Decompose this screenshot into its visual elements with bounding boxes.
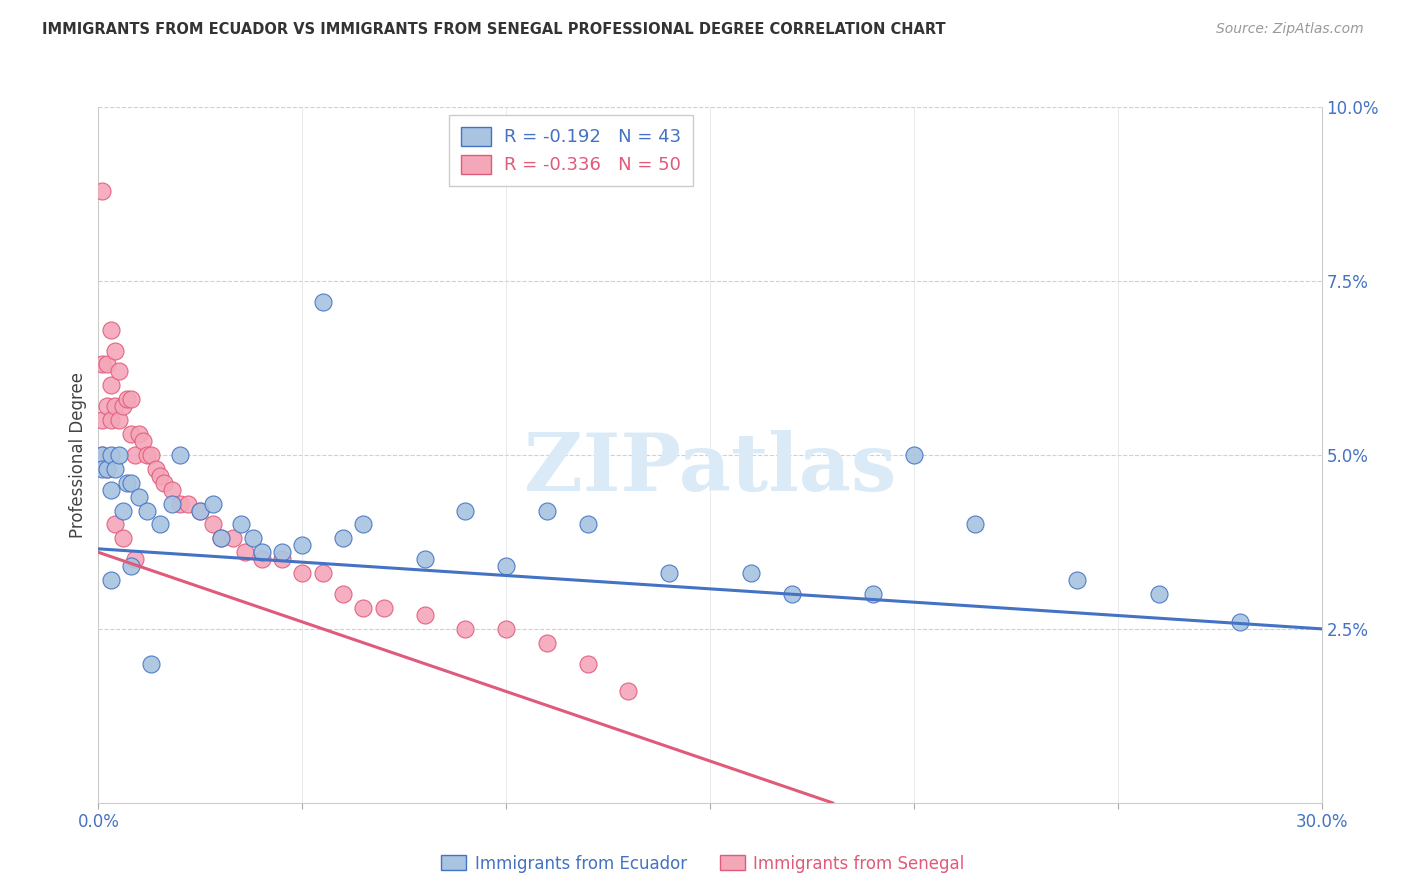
Point — [233, 545, 256, 559]
Point — [231, 517, 253, 532]
Point — [740, 566, 762, 581]
Point — [149, 517, 172, 532]
Point — [332, 587, 354, 601]
Point — [115, 475, 138, 490]
Point — [124, 552, 146, 566]
Point — [115, 392, 138, 407]
Point — [104, 462, 127, 476]
Text: IMMIGRANTS FROM ECUADOR VS IMMIGRANTS FROM SENEGAL PROFESSIONAL DEGREE CORRELATI: IMMIGRANTS FROM ECUADOR VS IMMIGRANTS FR… — [42, 22, 946, 37]
Point — [291, 538, 314, 552]
Point — [111, 399, 134, 413]
Point — [136, 503, 159, 517]
Point — [188, 503, 212, 517]
Point — [576, 657, 599, 671]
Point — [128, 427, 150, 442]
Y-axis label: Professional Degree: Professional Degree — [69, 372, 87, 538]
Point — [108, 364, 131, 378]
Point — [160, 483, 183, 497]
Point — [149, 468, 172, 483]
Point — [250, 552, 273, 566]
Legend: Immigrants from Ecuador, Immigrants from Senegal: Immigrants from Ecuador, Immigrants from… — [434, 848, 972, 880]
Point — [111, 532, 134, 546]
Point — [108, 413, 131, 427]
Point — [91, 413, 114, 427]
Point — [352, 517, 374, 532]
Point — [270, 552, 294, 566]
Point — [312, 566, 335, 581]
Point — [617, 684, 640, 698]
Point — [91, 448, 114, 462]
Point — [120, 392, 142, 407]
Point — [658, 566, 681, 581]
Point — [169, 448, 191, 462]
Point — [100, 483, 122, 497]
Point — [100, 323, 122, 337]
Point — [128, 490, 150, 504]
Point — [120, 475, 142, 490]
Point — [91, 448, 114, 462]
Text: ZIPatlas: ZIPatlas — [524, 430, 896, 508]
Point — [270, 545, 294, 559]
Point — [780, 587, 803, 601]
Point — [169, 497, 191, 511]
Point — [413, 552, 436, 566]
Point — [1066, 573, 1088, 587]
Point — [495, 622, 517, 636]
Point — [100, 413, 122, 427]
Point — [903, 448, 925, 462]
Point — [111, 503, 134, 517]
Text: Source: ZipAtlas.com: Source: ZipAtlas.com — [1216, 22, 1364, 37]
Point — [576, 517, 599, 532]
Point — [177, 497, 200, 511]
Point — [104, 343, 127, 358]
Point — [188, 503, 212, 517]
Point — [136, 448, 159, 462]
Point — [242, 532, 264, 546]
Point — [413, 607, 436, 622]
Point — [536, 636, 558, 650]
Point — [141, 657, 163, 671]
Point — [1147, 587, 1170, 601]
Point — [201, 517, 224, 532]
Point — [120, 559, 142, 574]
Point — [145, 462, 167, 476]
Point — [100, 448, 122, 462]
Point — [209, 532, 232, 546]
Point — [120, 427, 142, 442]
Point — [454, 503, 477, 517]
Point — [124, 448, 146, 462]
Point — [862, 587, 884, 601]
Point — [91, 462, 114, 476]
Point — [96, 462, 118, 476]
Point — [454, 622, 477, 636]
Point — [104, 399, 127, 413]
Point — [965, 517, 987, 532]
Point — [141, 448, 163, 462]
Point — [100, 573, 122, 587]
Point — [332, 532, 354, 546]
Point — [96, 462, 118, 476]
Point — [209, 532, 232, 546]
Point — [91, 184, 114, 198]
Point — [495, 559, 517, 574]
Point — [96, 358, 118, 372]
Point — [291, 566, 314, 581]
Point — [152, 475, 174, 490]
Point — [201, 497, 224, 511]
Point — [250, 545, 273, 559]
Point — [96, 399, 118, 413]
Legend: R = -0.192   N = 43, R = -0.336   N = 50: R = -0.192 N = 43, R = -0.336 N = 50 — [450, 115, 693, 186]
Point — [536, 503, 558, 517]
Point — [132, 434, 155, 448]
Point — [222, 532, 245, 546]
Point — [1229, 615, 1251, 629]
Point — [108, 448, 131, 462]
Point — [91, 358, 114, 372]
Point — [100, 378, 122, 392]
Point — [373, 601, 395, 615]
Point — [352, 601, 374, 615]
Point — [160, 497, 183, 511]
Point — [104, 517, 127, 532]
Point — [312, 294, 335, 309]
